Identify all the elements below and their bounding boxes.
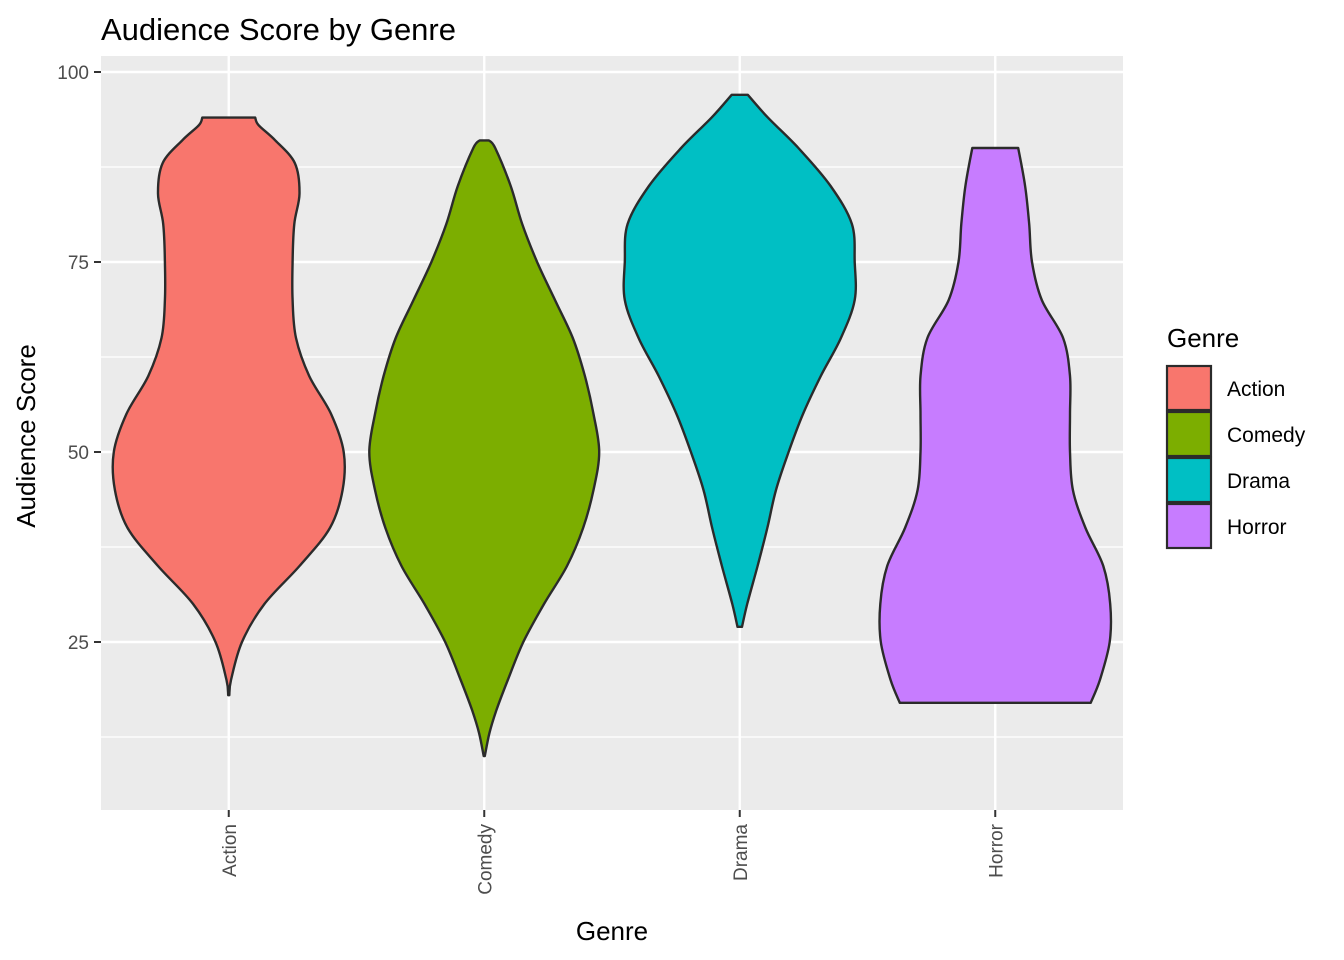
legend-title: Genre (1167, 323, 1239, 353)
y-axis: 25 50 75 100 (57, 63, 101, 654)
legend-label: Drama (1227, 470, 1290, 493)
legend-key-horror (1165, 502, 1213, 550)
x-axis-label: Genre (576, 916, 648, 946)
violin-horror (878, 146, 1113, 704)
x-tick-label: Drama (731, 824, 752, 881)
chart-title: Audience Score by Genre (101, 12, 456, 47)
y-tick-label: 100 (57, 63, 89, 84)
legend-key-comedy (1165, 410, 1213, 458)
violin-action (111, 116, 346, 697)
y-tick-label: 50 (68, 443, 89, 464)
x-tick-label: Action (220, 824, 241, 877)
x-tick-label: Comedy (475, 824, 496, 895)
legend-label: Horror (1227, 516, 1287, 539)
y-axis-label: Audience Score (11, 344, 41, 528)
violins (111, 93, 1113, 758)
violin-drama (622, 93, 858, 628)
legend-label: Comedy (1227, 424, 1306, 447)
x-tick-label: Horror (986, 823, 1007, 878)
legend-key-action (1165, 364, 1213, 412)
legend: Genre Action Comedy Drama Horror (1165, 323, 1306, 550)
y-tick-label: 75 (68, 253, 89, 274)
legend-label: Action (1227, 378, 1285, 401)
x-axis: Action Comedy Drama Horror (220, 810, 1007, 895)
violin-comedy (368, 139, 601, 758)
legend-key-drama (1165, 456, 1213, 504)
y-tick-label: 25 (68, 633, 89, 654)
